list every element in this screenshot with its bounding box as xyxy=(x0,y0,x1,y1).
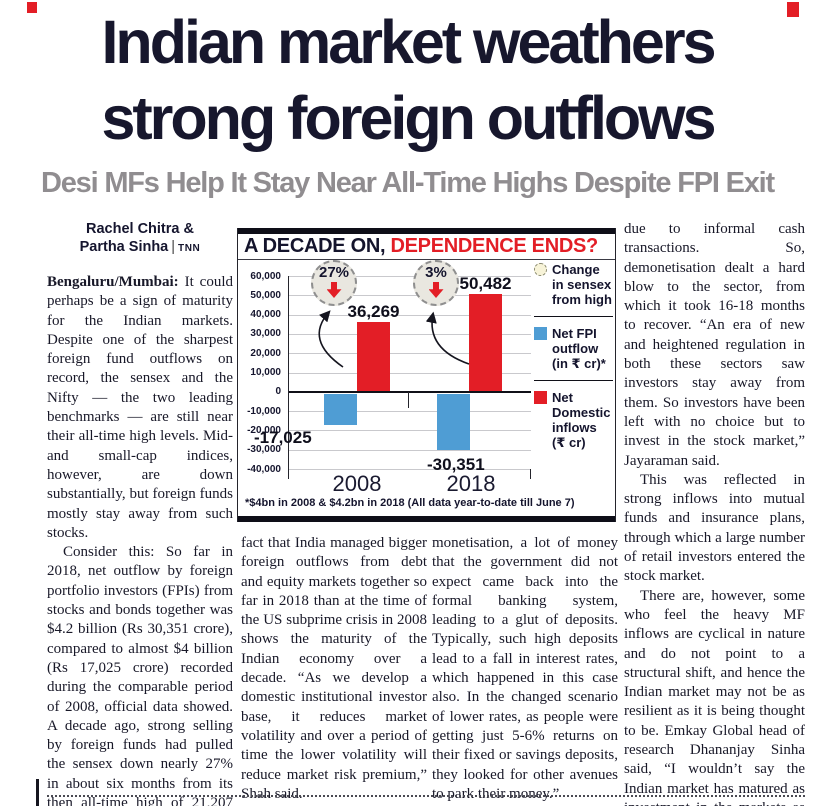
chart-footnote: *$4bn in 2008 & $4.2bn in 2018 (All data… xyxy=(245,497,575,509)
byline-separator: | xyxy=(171,239,176,255)
gridline xyxy=(288,295,531,297)
gridline xyxy=(288,372,531,374)
domestic-inflow-bar xyxy=(357,321,390,392)
byline-line-2: Partha Sinha | TNN xyxy=(47,238,233,258)
headline-line-1: Indian market weathers xyxy=(101,8,716,76)
headline: Indian market weathers strong foreign ou… xyxy=(0,4,815,156)
x-axis-labels: 2008 2018 xyxy=(288,471,531,497)
red-square-icon xyxy=(534,391,547,404)
article-column-2: fact that India managed bigger foreign o… xyxy=(241,534,427,806)
gridline xyxy=(288,276,531,277)
legend-item: Net Domestic inflows (₹ cr) xyxy=(534,390,613,450)
y-axis-tick-label: 0 xyxy=(275,386,281,398)
gridline xyxy=(288,333,531,335)
paragraph: There are, however, some who feel the he… xyxy=(624,587,805,806)
paragraph: fact that India managed bigger foreign o… xyxy=(241,535,427,802)
y-axis-tick-label: 40,000 xyxy=(250,309,281,321)
legend-item: Net FPI outflow (in ₹ cr)* xyxy=(534,326,613,371)
paragraph: Consider this: So far in 2018, net outfl… xyxy=(47,544,233,806)
x-axis-category-label: 2008 xyxy=(332,471,382,496)
chart-legend: Change in sensex from high Net FPI outflo… xyxy=(534,262,613,450)
y-axis-tick-label: 50,000 xyxy=(250,289,281,301)
down-arrow-icon xyxy=(428,282,444,298)
headline-line-2: strong foreign outflows xyxy=(101,84,716,152)
legend-label: Net Domestic inflows (₹ cr) xyxy=(552,390,611,450)
legend-divider xyxy=(534,380,613,381)
crop-artifact-right xyxy=(787,2,799,17)
article-column-3: monetisation, a lot of money that the go… xyxy=(432,534,618,806)
gridline xyxy=(288,430,531,432)
fpi-outflow-value: -30,351 xyxy=(427,455,485,475)
y-axis-spine xyxy=(288,276,289,479)
y-axis-tick-label: -30,000 xyxy=(247,444,281,456)
column-rule-stub xyxy=(36,779,39,806)
article-column-4: due to informal cash transactions. So, d… xyxy=(624,220,805,806)
byline: Rachel Chitra & Partha Sinha | TNN xyxy=(47,220,233,258)
chart-title-rule xyxy=(238,259,615,260)
domestic-inflow-bar xyxy=(469,294,502,392)
x-axis-category-label: 2018 xyxy=(446,471,496,496)
infographic-box: A DECADE ON, DEPENDENCE ENDS? 60,000 50,0… xyxy=(237,228,616,522)
dateline: Bengaluru/Mumbai: xyxy=(47,274,179,290)
sensex-change-value: 3% xyxy=(425,264,447,281)
chart-title: A DECADE ON, DEPENDENCE ENDS? xyxy=(244,235,598,258)
y-axis-tick-label: 20,000 xyxy=(250,347,281,359)
plot-area: 36,269 -17,025 50,482 -30,351 xyxy=(254,274,531,479)
legend-item: Change in sensex from high xyxy=(534,262,613,307)
gridline xyxy=(288,411,531,413)
chart-title-dark: A DECADE ON, xyxy=(244,235,386,257)
byline-line-1: Rachel Chitra & xyxy=(86,221,194,237)
dashed-circle-icon xyxy=(534,263,547,276)
gridline xyxy=(288,353,531,355)
y-axis-tick-label: -20,000 xyxy=(247,424,281,436)
y-axis-labels: 60,000 50,000 40,000 30,000 20,000 10,000 0 -10… xyxy=(238,271,284,475)
crop-artifact-left xyxy=(27,2,37,13)
domestic-inflow-value: 36,269 xyxy=(347,301,400,321)
sensex-change-badge: 27% xyxy=(311,260,357,306)
paragraph: monetisation, a lot of money that the go… xyxy=(432,535,618,802)
axis-edge-tick xyxy=(530,469,531,479)
paragraph: due to informal cash transactions. So, d… xyxy=(624,221,805,469)
legend-divider xyxy=(534,316,613,317)
y-axis-tick-label: -10,000 xyxy=(247,405,281,417)
y-axis-tick-label: -40,000 xyxy=(247,463,281,475)
y-axis-tick-label: 60,000 xyxy=(250,270,281,282)
down-arrow-icon xyxy=(326,282,342,298)
bottom-dotted-rule xyxy=(47,795,805,797)
chart-bottom-bar xyxy=(238,516,615,522)
legend-label: Net FPI outflow (in ₹ cr)* xyxy=(552,326,606,371)
paragraph: This was reflected in strong inflows int… xyxy=(624,471,805,585)
byline-author: Partha Sinha xyxy=(79,239,169,255)
legend-label: Change in sensex from high xyxy=(552,262,612,307)
chart-top-bar xyxy=(238,228,615,234)
x-axis-line xyxy=(288,390,531,393)
gridline xyxy=(288,314,531,316)
paragraph: Bengaluru/Mumbai: It could perhaps be a … xyxy=(47,273,233,543)
blue-square-icon xyxy=(534,327,547,340)
y-axis-tick-label: 30,000 xyxy=(250,328,281,340)
domestic-inflow-value: 50,482 xyxy=(459,274,512,294)
byline-agency: TNN xyxy=(178,243,201,254)
article-column-1: Rachel Chitra & Partha Sinha | TNN Bengalu… xyxy=(47,220,233,806)
fpi-outflow-bar xyxy=(437,393,470,451)
category-divider-tick xyxy=(408,391,409,408)
gridline xyxy=(288,469,531,470)
sensex-change-badge: 3% xyxy=(413,260,459,306)
sensex-change-value: 27% xyxy=(318,264,350,281)
fpi-outflow-bar xyxy=(324,393,357,425)
paragraph-text: It could perhaps be a sign of maturity f… xyxy=(47,274,233,541)
subheadline: Desi MFs Help It Stay Near All-Time High… xyxy=(41,167,775,199)
gridline xyxy=(288,449,531,451)
fpi-outflow-value: -17,025 xyxy=(254,427,312,447)
chart-title-red: DEPENDENCE ENDS? xyxy=(390,235,599,257)
y-axis-tick-label: 10,000 xyxy=(250,367,281,378)
